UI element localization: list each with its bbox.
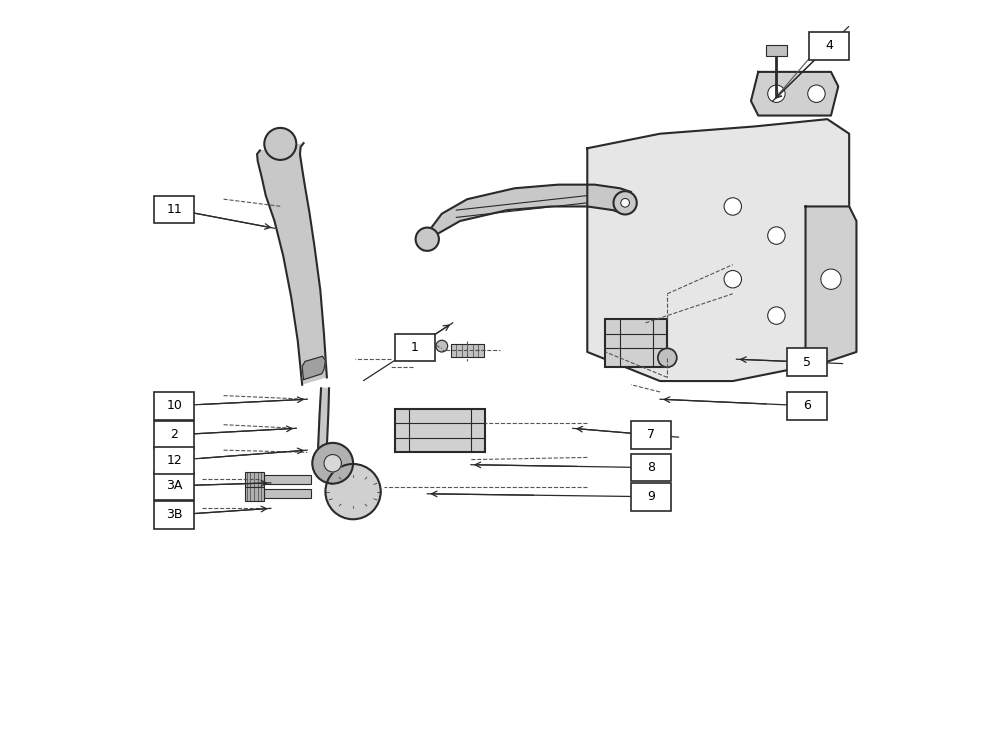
Text: 2: 2 xyxy=(171,428,178,441)
Bar xyxy=(154,196,194,223)
Text: 12: 12 xyxy=(167,454,182,467)
Polygon shape xyxy=(806,207,856,366)
Text: 4: 4 xyxy=(825,39,833,52)
Bar xyxy=(245,472,264,487)
Circle shape xyxy=(768,307,785,324)
Bar xyxy=(766,45,787,56)
Text: 11: 11 xyxy=(167,203,182,216)
Text: 3A: 3A xyxy=(166,479,183,493)
Circle shape xyxy=(768,85,785,103)
Polygon shape xyxy=(587,119,849,381)
Bar xyxy=(605,319,667,366)
Bar xyxy=(264,475,311,484)
Bar xyxy=(264,490,311,498)
Circle shape xyxy=(658,348,677,367)
Circle shape xyxy=(264,128,296,160)
Bar xyxy=(631,454,671,482)
Polygon shape xyxy=(257,143,327,385)
Text: 8: 8 xyxy=(647,461,655,474)
Circle shape xyxy=(808,85,825,103)
Circle shape xyxy=(416,227,439,251)
Polygon shape xyxy=(424,185,631,250)
Bar xyxy=(154,501,194,528)
Bar xyxy=(787,348,827,376)
Text: 5: 5 xyxy=(803,356,811,369)
Text: 9: 9 xyxy=(647,490,655,504)
Text: 3B: 3B xyxy=(166,509,183,521)
Bar xyxy=(154,392,194,419)
Polygon shape xyxy=(318,388,329,452)
Bar xyxy=(451,344,484,357)
Circle shape xyxy=(312,443,353,484)
Bar xyxy=(395,409,485,452)
Circle shape xyxy=(821,269,841,290)
Text: 1: 1 xyxy=(411,341,418,354)
Bar xyxy=(631,483,671,510)
Bar xyxy=(245,487,264,501)
Polygon shape xyxy=(751,72,838,116)
Bar xyxy=(631,421,671,449)
Bar xyxy=(154,472,194,500)
Bar xyxy=(787,392,827,419)
Circle shape xyxy=(324,454,341,472)
Circle shape xyxy=(436,340,448,352)
Circle shape xyxy=(724,270,742,288)
Circle shape xyxy=(768,226,785,244)
Text: 7: 7 xyxy=(647,428,655,441)
Text: 10: 10 xyxy=(167,399,182,412)
Text: 6: 6 xyxy=(803,399,811,412)
Bar xyxy=(809,32,849,59)
Bar xyxy=(154,421,194,449)
Circle shape xyxy=(724,198,742,216)
Circle shape xyxy=(621,199,629,207)
Polygon shape xyxy=(302,356,325,380)
Bar xyxy=(154,446,194,474)
Circle shape xyxy=(613,191,637,215)
Circle shape xyxy=(325,464,381,519)
Bar xyxy=(395,334,435,361)
